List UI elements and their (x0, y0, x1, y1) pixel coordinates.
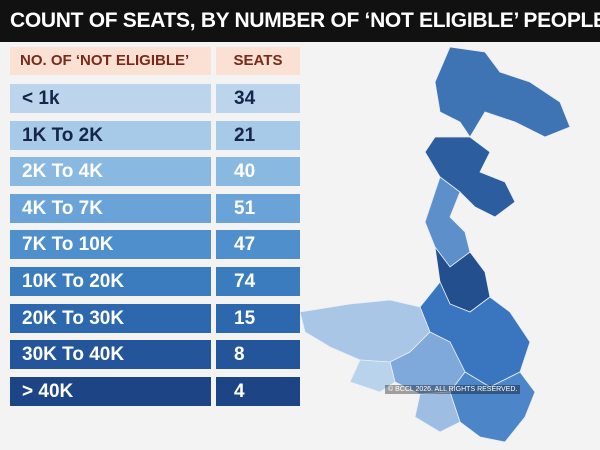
row-label: 20K To 30K (10, 303, 211, 333)
column-header: NO. OF ‘NOT ELIGIBLE’ (10, 47, 211, 75)
row-label: 30K To 40K (10, 340, 211, 370)
map (299, 46, 571, 443)
seat-count: 34 (216, 84, 300, 113)
seat-count: 8 (216, 340, 300, 370)
seat-count: 47 (216, 230, 300, 260)
row-label: < 1k (10, 84, 211, 113)
watermark: © BCCL 2026. ALL RIGHTS RESERVED. (385, 385, 521, 394)
seat-count: 51 (216, 193, 300, 223)
seat-count: 15 (216, 303, 300, 333)
row-label: > 40K (10, 376, 211, 406)
row-label: 7K To 10K (10, 230, 211, 260)
seat-count: 74 (216, 267, 300, 296)
row-label: 10K To 20K (10, 267, 211, 296)
row-label: 4K To 7K (10, 193, 211, 223)
seat-count: 4 (216, 376, 300, 406)
title: COUNT OF SEATS, BY NUMBER OF ‘NOT ELIGIB… (0, 0, 600, 42)
column-header: SEATS (216, 47, 300, 75)
row-label: 2K To 4K (10, 157, 211, 187)
seat-count: 40 (216, 157, 300, 187)
seat-count: 21 (216, 120, 300, 150)
row-label: 1K To 2K (10, 120, 211, 150)
